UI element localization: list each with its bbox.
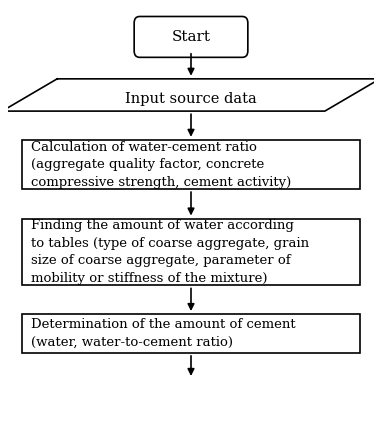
Bar	[22, 140, 360, 190]
Text: Finding the amount of water according
to tables (type of coarse aggregate, grain: Finding the amount of water according to…	[31, 219, 309, 285]
Text: Input source data: Input source data	[125, 92, 257, 106]
Text: Start: Start	[172, 30, 210, 44]
Bar	[22, 219, 360, 285]
FancyBboxPatch shape	[134, 17, 248, 57]
Bar	[22, 314, 360, 353]
Text: Determination of the amount of cement
(water, water-to-cement ratio): Determination of the amount of cement (w…	[31, 319, 296, 349]
Text: Calculation of water-cement ratio
(aggregate quality factor, concrete
compressiv: Calculation of water-cement ratio (aggre…	[31, 141, 292, 189]
